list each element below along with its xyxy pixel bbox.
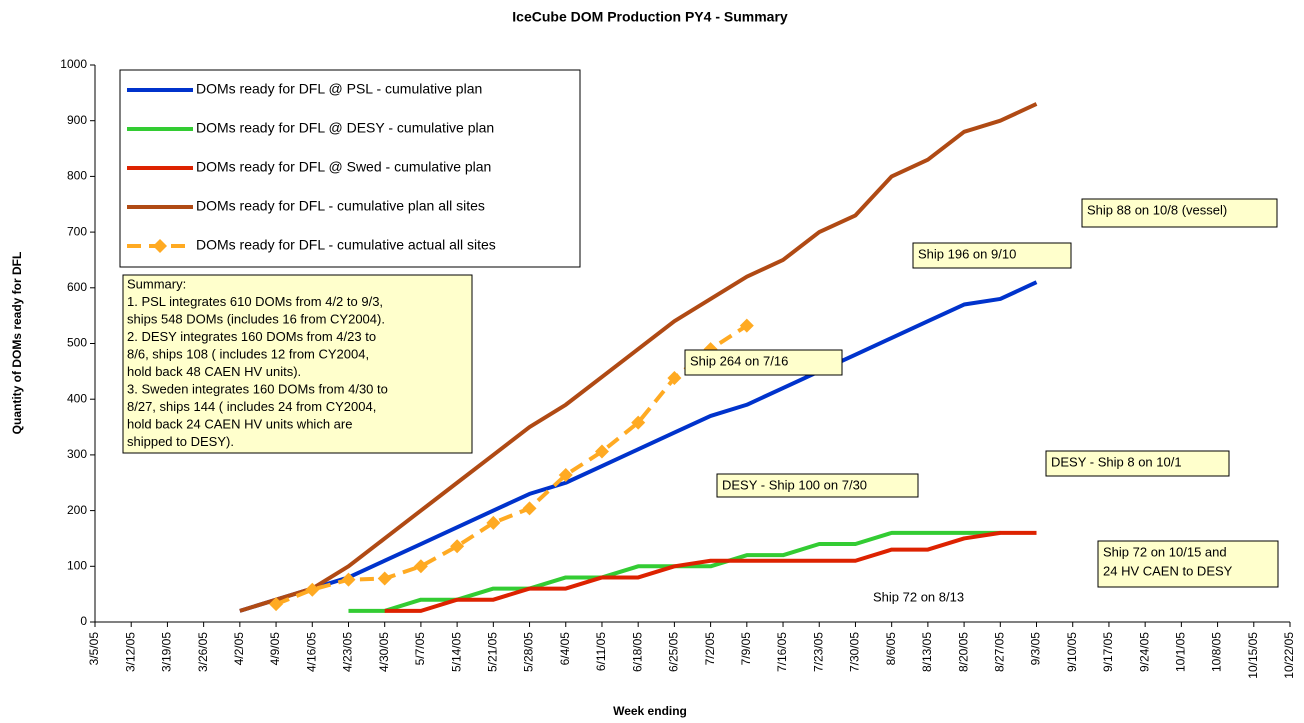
x-tick-label: 6/25/05 bbox=[667, 632, 681, 672]
x-tick-label: 7/30/05 bbox=[848, 632, 862, 672]
summary-line: 2. DESY integrates 160 DOMs from 4/23 to bbox=[127, 329, 376, 344]
x-tick-label: 8/13/05 bbox=[920, 632, 934, 672]
annotation-text: Ship 264 on 7/16 bbox=[690, 353, 788, 368]
data-point bbox=[558, 467, 573, 482]
x-tick-label: 10/15/05 bbox=[1246, 632, 1260, 679]
x-tick-label: 4/30/05 bbox=[377, 632, 391, 672]
x-tick-label: 9/3/05 bbox=[1029, 632, 1043, 666]
series-line bbox=[384, 530, 1037, 613]
legend-label: DOMs ready for DFL - cumulative plan all… bbox=[196, 198, 485, 214]
data-point bbox=[341, 572, 356, 587]
annotation-box bbox=[1045, 450, 1230, 477]
summary-box bbox=[122, 274, 473, 454]
x-tick-label: 3/12/05 bbox=[123, 632, 137, 672]
summary-line: ships 548 DOMs (includes 16 from CY2004)… bbox=[127, 311, 385, 326]
x-tick-label: 6/4/05 bbox=[558, 632, 572, 666]
legend-label: DOMs ready for DFL - cumulative actual a… bbox=[196, 237, 496, 253]
data-point bbox=[594, 444, 609, 459]
annotation-text: DESY - Ship 8 on 10/1 bbox=[1051, 454, 1182, 469]
summary-line: 8/27, ships 144 ( includes 24 from CY200… bbox=[127, 399, 376, 414]
annotation-box bbox=[1097, 540, 1279, 588]
x-tick-label: 3/5/05 bbox=[87, 632, 101, 666]
summary-line: hold back 48 CAEN HV units). bbox=[127, 364, 301, 379]
y-axis-label: Quantity of DOMs ready for DFL bbox=[10, 252, 24, 435]
data-point bbox=[269, 597, 284, 612]
x-tick-label: 3/26/05 bbox=[196, 632, 210, 672]
y-tick-label: 300 bbox=[67, 447, 87, 461]
annotation-box bbox=[1081, 198, 1278, 228]
series-line bbox=[239, 280, 1038, 613]
data-point bbox=[522, 501, 537, 516]
x-tick-label: 7/2/05 bbox=[703, 632, 717, 666]
data-point bbox=[305, 582, 320, 597]
y-tick-label: 500 bbox=[67, 336, 87, 350]
summary-line: 1. PSL integrates 610 DOMs from 4/2 to 9… bbox=[127, 294, 383, 309]
summary-line: 8/6, ships 108 ( includes 12 from CY2004… bbox=[127, 346, 369, 361]
x-tick-label: 8/6/05 bbox=[884, 632, 898, 666]
data-point bbox=[631, 415, 646, 430]
summary-text: Summary: 1. PSL integrates 610 DOMs from … bbox=[127, 276, 388, 449]
legend-label: DOMs ready for DFL @ PSL - cumulative pl… bbox=[196, 81, 482, 97]
series-line bbox=[275, 323, 748, 607]
x-axis-label: Week ending bbox=[613, 704, 687, 718]
y-tick-label: 0 bbox=[80, 614, 87, 628]
y-tick-label: 200 bbox=[67, 503, 87, 517]
x-tick-label: 6/18/05 bbox=[630, 632, 644, 672]
x-tick-label: 10/8/05 bbox=[1210, 632, 1224, 672]
x-tick-label: 4/9/05 bbox=[268, 632, 282, 666]
data-point bbox=[413, 559, 428, 574]
annotation-text: 24 HV CAEN to DESY bbox=[1103, 563, 1233, 578]
data-point bbox=[667, 371, 682, 386]
x-tick-label: 5/21/05 bbox=[486, 632, 500, 672]
y-tick-label: 100 bbox=[67, 558, 87, 572]
y-tick-label: 1000 bbox=[60, 57, 87, 71]
summary-line: hold back 24 CAEN HV units which are bbox=[127, 416, 352, 431]
chart-title: IceCube DOM Production PY4 - Summary bbox=[512, 9, 788, 25]
x-tick-label: 5/7/05 bbox=[413, 632, 427, 666]
x-tick-label: 10/22/05 bbox=[1282, 632, 1296, 679]
legend-label: DOMs ready for DFL @ DESY - cumulative p… bbox=[196, 120, 494, 136]
annotation-box bbox=[684, 349, 843, 376]
x-tick-label: 4/23/05 bbox=[341, 632, 355, 672]
summary-line: shipped to DESY). bbox=[127, 434, 234, 449]
summary-line: 3. Sweden integrates 160 DOMs from 4/30 … bbox=[127, 381, 388, 396]
x-tick-label: 4/2/05 bbox=[232, 632, 246, 666]
x-tick-label: 9/24/05 bbox=[1137, 632, 1151, 672]
data-point bbox=[377, 571, 392, 586]
x-tick-label: 8/27/05 bbox=[992, 632, 1006, 672]
series-line bbox=[239, 102, 1038, 613]
annotation-box bbox=[912, 242, 1072, 269]
y-tick-label: 900 bbox=[67, 113, 87, 127]
annotation-text: Ship 88 on 10/8 (vessel) bbox=[1087, 202, 1227, 217]
x-tick-label: 7/23/05 bbox=[811, 632, 825, 672]
x-tick-label: 5/14/05 bbox=[449, 632, 463, 672]
y-tick-label: 800 bbox=[67, 169, 87, 183]
x-tick-label: 4/16/05 bbox=[304, 632, 318, 672]
annotation-text: Ship 72 on 10/15 and bbox=[1103, 544, 1227, 559]
data-point bbox=[450, 539, 465, 554]
y-tick-label: 700 bbox=[67, 224, 87, 238]
y-tick-label: 400 bbox=[67, 391, 87, 405]
legend-label: DOMs ready for DFL @ Swed - cumulative p… bbox=[196, 159, 491, 175]
data-point bbox=[486, 515, 501, 530]
x-tick-label: 8/20/05 bbox=[956, 632, 970, 672]
annotation-box bbox=[716, 473, 919, 498]
data-point bbox=[739, 318, 754, 333]
legend-marker bbox=[153, 239, 167, 253]
annotation-text: Ship 196 on 9/10 bbox=[918, 246, 1016, 261]
x-tick-label: 9/17/05 bbox=[1101, 632, 1115, 672]
annotation-text: Ship 72 on 8/13 bbox=[873, 589, 964, 604]
annotation-text: DESY - Ship 100 on 7/30 bbox=[722, 477, 867, 492]
x-tick-label: 7/9/05 bbox=[739, 632, 753, 666]
x-tick-label: 3/19/05 bbox=[160, 632, 174, 672]
x-tick-label: 7/16/05 bbox=[775, 632, 789, 672]
x-tick-label: 10/1/05 bbox=[1174, 632, 1188, 672]
y-tick-label: 600 bbox=[67, 280, 87, 294]
summary-line: Summary: bbox=[127, 276, 186, 291]
x-tick-label: 5/28/05 bbox=[522, 632, 536, 672]
legend-box bbox=[119, 69, 581, 268]
x-tick-label: 9/10/05 bbox=[1065, 632, 1079, 672]
x-tick-label: 6/11/05 bbox=[594, 632, 608, 671]
